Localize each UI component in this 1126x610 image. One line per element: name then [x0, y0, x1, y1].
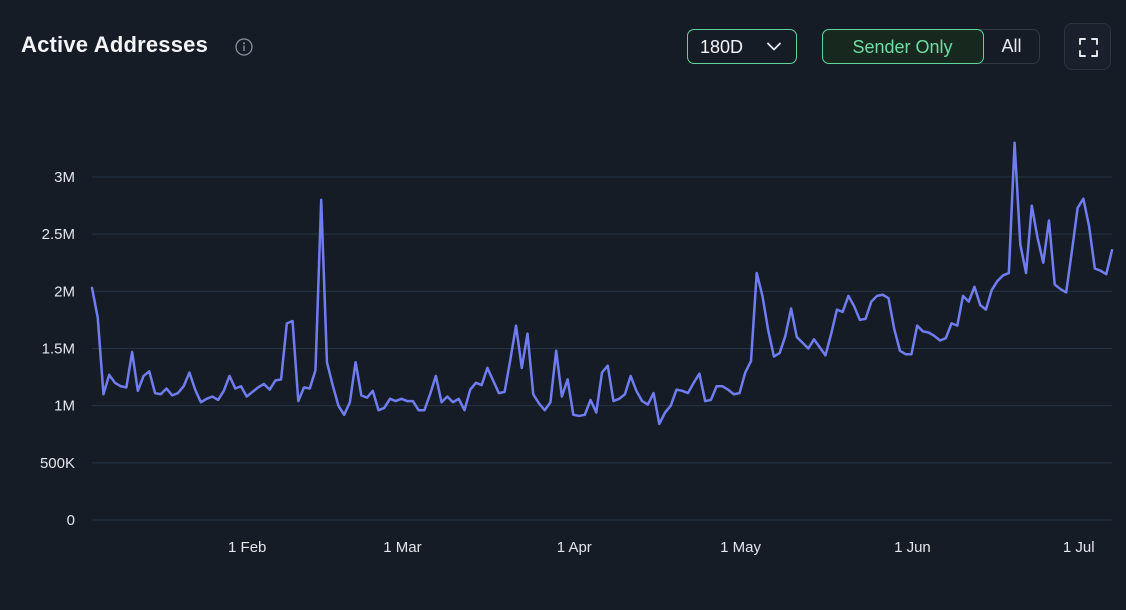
range-select-value: 180D	[700, 37, 744, 57]
series-line-active-addresses	[90, 141, 1114, 426]
range-select[interactable]: 180D	[687, 29, 797, 64]
sender-only-button[interactable]: Sender Only	[821, 28, 984, 64]
y-tick-label: 3M	[54, 169, 75, 186]
y-axis-ticks: 0 500K 1M 1.5M 2M 2.5M 3M	[40, 169, 75, 529]
x-axis-ticks: 1 Feb 1 Mar 1 Apr 1 May 1 Jun 1 Jul	[228, 539, 1095, 556]
x-tick-label: 1 May	[720, 539, 761, 556]
x-tick-label: 1 Mar	[383, 539, 421, 556]
sender-only-label: Sender Only	[852, 36, 953, 57]
fullscreen-button[interactable]	[1064, 23, 1111, 70]
fullscreen-icon	[1079, 38, 1098, 57]
y-tick-label: 500K	[40, 455, 75, 472]
y-tick-label: 1M	[54, 398, 75, 415]
x-tick-label: 1 Feb	[228, 539, 266, 556]
chevron-down-icon	[767, 42, 781, 51]
y-tick-label: 2.5M	[42, 226, 75, 243]
grid-lines	[92, 176, 1112, 521]
sender-filter-toggle: Sender Only All	[821, 28, 1040, 64]
y-tick-label: 1.5M	[42, 341, 75, 358]
chart-header: Active Addresses 180D Sender Only All	[0, 0, 1126, 95]
y-tick-label: 0	[67, 512, 75, 529]
x-tick-label: 1 Apr	[557, 539, 592, 556]
chart-title: Active Addresses	[21, 32, 209, 57]
all-button[interactable]: All	[984, 30, 1039, 62]
x-tick-label: 1 Jun	[894, 539, 931, 556]
info-icon[interactable]	[235, 38, 253, 56]
x-tick-label: 1 Jul	[1063, 539, 1095, 556]
all-label: All	[1001, 35, 1022, 56]
y-tick-label: 2M	[54, 283, 75, 300]
series-layer	[90, 141, 1114, 426]
